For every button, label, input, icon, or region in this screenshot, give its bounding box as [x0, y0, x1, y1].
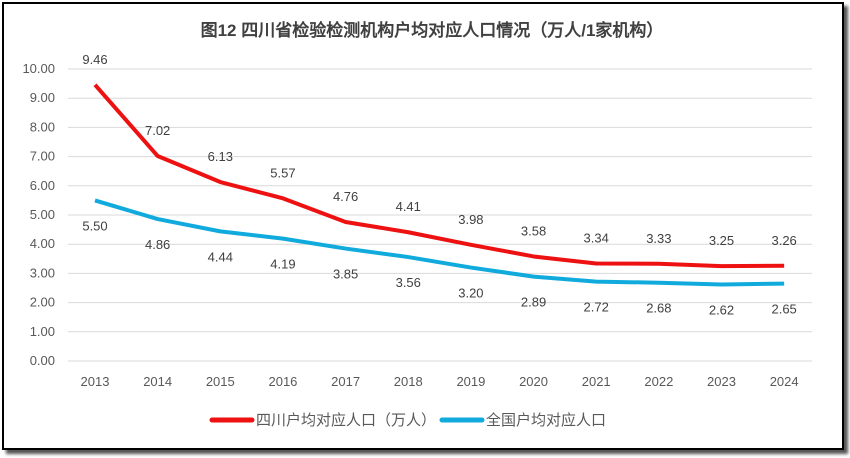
x-tick-label: 2016 [268, 374, 297, 389]
data-label: 7.02 [145, 123, 170, 138]
data-label: 3.25 [709, 233, 734, 248]
y-tick-label: 9.00 [30, 90, 55, 105]
x-tick-label: 2017 [331, 374, 360, 389]
data-label: 2.62 [709, 302, 734, 317]
data-label: 2.89 [521, 295, 546, 310]
data-label: 3.85 [333, 267, 358, 282]
legend-label-0: 四川户均对应人口（万人） [256, 411, 436, 429]
data-label: 9.46 [82, 52, 107, 67]
x-tick-label: 2018 [394, 374, 423, 389]
data-label: 3.26 [771, 233, 796, 248]
x-tick-label: 2021 [582, 374, 611, 389]
y-tick-label: 5.00 [30, 207, 55, 222]
x-tick-label: 2020 [519, 374, 548, 389]
data-label: 3.33 [646, 231, 671, 246]
data-label: 3.20 [458, 286, 483, 301]
data-label: 3.34 [584, 230, 609, 245]
y-tick-label: 0.00 [30, 353, 55, 368]
data-label: 4.76 [333, 189, 358, 204]
y-tick-label: 8.00 [30, 119, 55, 134]
x-tick-label: 2013 [81, 374, 110, 389]
data-label: 3.58 [521, 223, 546, 238]
data-label: 2.65 [771, 302, 796, 317]
x-tick-label: 2023 [707, 374, 736, 389]
data-label: 4.41 [396, 199, 421, 214]
y-tick-label: 1.00 [30, 324, 55, 339]
x-tick-label: 2024 [770, 374, 799, 389]
data-label: 4.44 [208, 249, 233, 264]
series-line-0 [93, 83, 785, 269]
chart-frame [2, 2, 844, 450]
y-tick-label: 10.00 [22, 61, 55, 76]
y-tick-label: 3.00 [30, 265, 55, 280]
y-tick-label: 7.00 [30, 149, 55, 164]
data-label: 2.68 [646, 301, 671, 316]
data-label: 6.13 [208, 149, 233, 164]
chart-title: 图12 四川省检验检测机构户均对应人口情况（万人/1家机构） [201, 20, 664, 40]
y-tick-label: 6.00 [30, 178, 55, 193]
series-line-1 [94, 198, 785, 287]
x-tick-label: 2022 [644, 374, 673, 389]
data-label: 3.56 [396, 275, 421, 290]
data-label: 4.19 [270, 257, 295, 272]
data-label: 3.98 [458, 212, 483, 227]
x-tick-label: 2019 [456, 374, 485, 389]
y-tick-label: 2.00 [30, 295, 55, 310]
data-label: 4.86 [145, 237, 170, 252]
x-tick-label: 2014 [143, 374, 172, 389]
x-tick-label: 2015 [206, 374, 235, 389]
data-label: 5.57 [270, 165, 295, 180]
legend-label-1: 全国户均对应人口 [486, 411, 606, 429]
y-tick-label: 4.00 [30, 236, 55, 251]
data-label: 2.72 [584, 300, 609, 315]
data-label: 5.50 [82, 218, 107, 233]
